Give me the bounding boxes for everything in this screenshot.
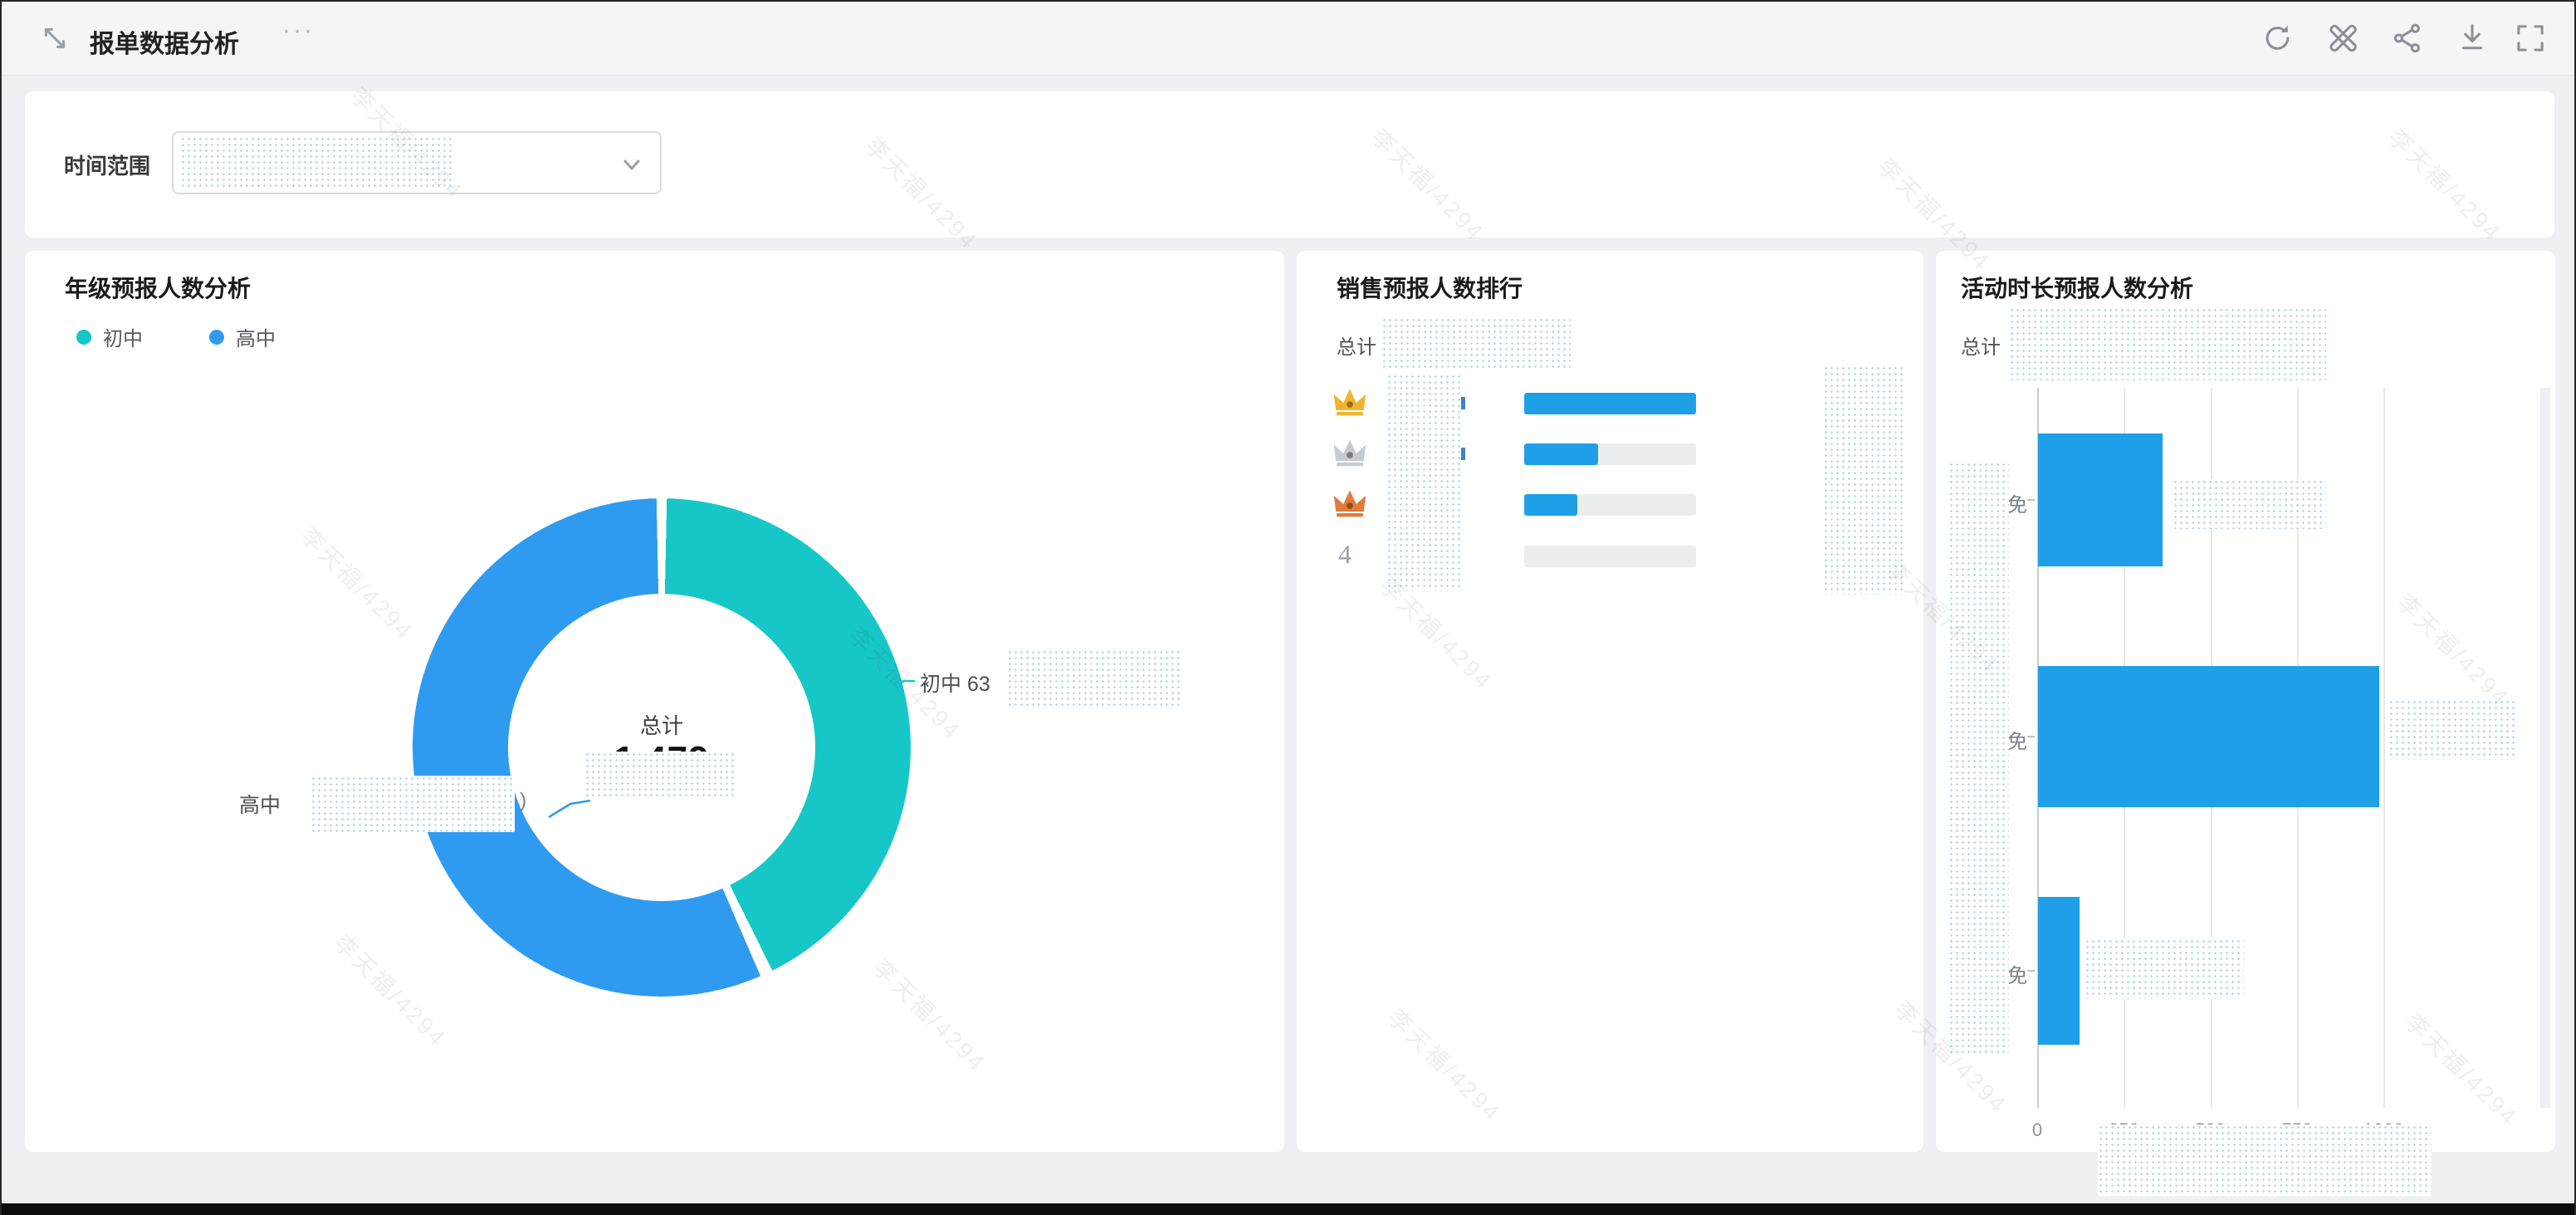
redacted-name-column bbox=[1386, 374, 1461, 591]
ylabel-2: 免 bbox=[2007, 731, 2027, 753]
sales-total-label: 总计 bbox=[1337, 336, 1376, 359]
window-bottom-edge bbox=[2, 1203, 2574, 1215]
hbar-2 bbox=[2038, 666, 2379, 807]
redacted-value-column bbox=[1823, 365, 1905, 595]
silver-crown-icon bbox=[1333, 439, 1366, 467]
ylabel-1: 免 bbox=[2007, 494, 2027, 517]
sales-panel: 销售预报人数排行 总计 bbox=[1297, 251, 1923, 1152]
redacted-duration-total bbox=[2009, 307, 2326, 380]
redacted-bar2-value bbox=[2388, 699, 2517, 760]
text-remnant bbox=[1461, 448, 1465, 460]
rank-bar-fill bbox=[1524, 393, 1696, 414]
redacted-junior-value bbox=[1007, 649, 1180, 709]
redacted-sales-total bbox=[1381, 317, 1571, 369]
legend-item-junior[interactable]: 初中 bbox=[76, 322, 143, 351]
ytick-1 bbox=[2027, 499, 2035, 501]
rank-number: 4 bbox=[1338, 539, 1352, 569]
rank-row-3 bbox=[1297, 487, 1923, 524]
x-tick-label: 0 bbox=[2031, 1119, 2043, 1140]
ylabel-3: 免 bbox=[2007, 965, 2027, 987]
header-bar: 报单数据分析 ··· bbox=[2, 2, 2574, 76]
grade-panel-title: 年级预报人数分析 bbox=[65, 276, 252, 301]
rank-bar-track bbox=[1524, 546, 1696, 567]
legend-item-senior[interactable]: 高中 bbox=[209, 322, 276, 351]
rank-bar-track bbox=[1524, 443, 1696, 465]
refresh-icon[interactable] bbox=[2261, 22, 2295, 55]
grade-panel: 年级预报人数分析 初中 高中 总计 1,479 初中 63 高中 ) bbox=[25, 251, 1284, 1152]
download-icon[interactable] bbox=[2456, 22, 2489, 55]
donut-hole bbox=[508, 594, 815, 901]
legend-dot-senior bbox=[209, 329, 224, 345]
scroll-strip[interactable] bbox=[2540, 388, 2550, 1108]
redacted-bar3-value bbox=[2085, 938, 2244, 999]
callout-senior: 高中 bbox=[239, 794, 281, 817]
rank-row-4: 4 bbox=[1297, 539, 1923, 576]
legend-dot-junior bbox=[76, 329, 91, 345]
rank-bar-track bbox=[1524, 393, 1696, 414]
bronze-crown-icon bbox=[1333, 490, 1366, 517]
gridline bbox=[2383, 388, 2385, 1108]
rank-bar-fill bbox=[1524, 443, 1598, 465]
duration-total-label: 总计 bbox=[1961, 336, 2001, 359]
hbar-plot-area: 02505007501000 bbox=[1936, 251, 2555, 1152]
filter-card: 时间范围 bbox=[25, 91, 2554, 238]
ytick-2 bbox=[2027, 736, 2035, 737]
redacted-senior-value bbox=[310, 776, 515, 832]
redacted-select-value bbox=[180, 136, 454, 188]
legend-label-junior: 初中 bbox=[103, 328, 143, 350]
rank-bar-track bbox=[1524, 494, 1696, 516]
ytick-3 bbox=[2027, 970, 2035, 972]
more-menu-icon[interactable]: ··· bbox=[282, 17, 315, 44]
gold-crown-icon bbox=[1333, 389, 1366, 416]
time-range-label: 时间范围 bbox=[64, 154, 151, 179]
duration-panel: 活动时长预报人数分析 总计 02505007501000 免 免 免 bbox=[1936, 251, 2555, 1152]
rank-row-1 bbox=[1297, 386, 1923, 423]
redacted-ylabel-column bbox=[1948, 462, 2009, 1053]
duration-panel-title: 活动时长预报人数分析 bbox=[1961, 276, 2194, 301]
redacted-total bbox=[584, 752, 734, 796]
share-icon[interactable] bbox=[2391, 22, 2424, 55]
redacted-xaxis-block bbox=[2098, 1124, 2432, 1196]
callout-senior-suffix: ) bbox=[520, 789, 527, 812]
chevron-down-icon bbox=[620, 153, 643, 176]
rank-bar-fill bbox=[1524, 494, 1578, 516]
legend-label-senior: 高中 bbox=[236, 328, 276, 350]
text-remnant bbox=[1461, 397, 1465, 409]
callout-junior: 初中 63 bbox=[920, 673, 990, 696]
rank-row-2 bbox=[1297, 437, 1923, 473]
sales-panel-title: 销售预报人数排行 bbox=[1337, 276, 1523, 301]
time-range-select[interactable] bbox=[172, 131, 662, 194]
hbar-3 bbox=[2038, 897, 2080, 1045]
collapse-diagonal-icon[interactable] bbox=[38, 22, 71, 55]
hbar-1 bbox=[2038, 434, 2163, 566]
fullscreen-icon[interactable] bbox=[2514, 22, 2547, 55]
page-title: 报单数据分析 bbox=[90, 31, 239, 58]
donut-center-label: 总计 bbox=[639, 713, 683, 738]
edit-tools-icon[interactable] bbox=[2326, 22, 2359, 55]
redacted-bar1-value bbox=[2173, 479, 2326, 529]
